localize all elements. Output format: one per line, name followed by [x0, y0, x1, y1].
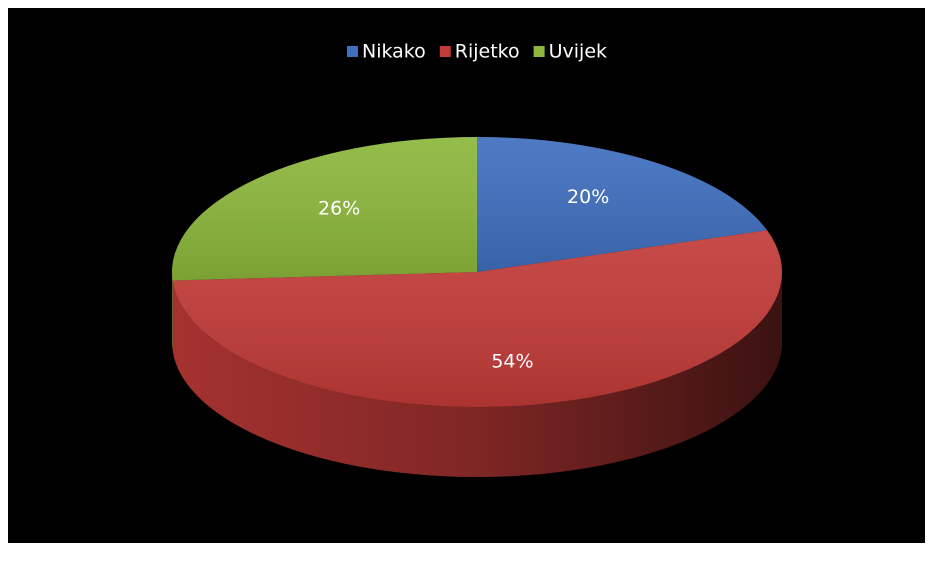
slice-shade [477, 137, 768, 272]
legend-label: Nikako [362, 41, 426, 63]
legend-label: Rijetko [455, 41, 520, 63]
data-label: 20% [567, 186, 609, 208]
legend-swatch [533, 46, 545, 57]
slice-shade [172, 137, 477, 281]
slice-side-shade [172, 272, 173, 351]
legend-swatch [439, 46, 451, 57]
data-label: 26% [318, 198, 360, 220]
slice-side-shade [172, 272, 782, 477]
data-label: 54% [491, 351, 533, 373]
legend-swatch [346, 46, 358, 57]
legend-label: Uvijek [549, 41, 607, 63]
slice-shade [172, 230, 782, 407]
